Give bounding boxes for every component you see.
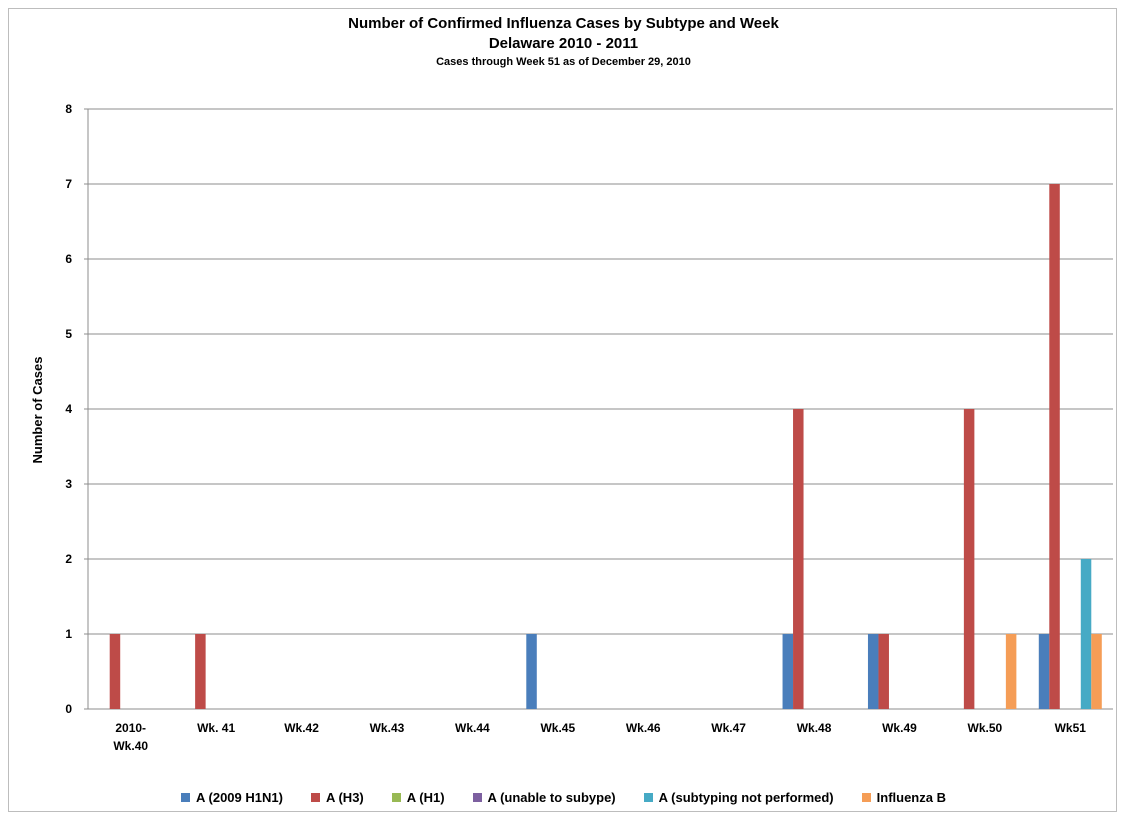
y-tick-label: 4 bbox=[65, 402, 72, 416]
bar bbox=[1005, 634, 1017, 709]
legend-swatch bbox=[391, 793, 401, 802]
legend-swatch bbox=[310, 793, 320, 802]
bar bbox=[109, 634, 121, 709]
x-tick-label: Wk.43 bbox=[370, 721, 405, 735]
legend-label: A (2009 H1N1) bbox=[196, 790, 283, 805]
y-tick-label: 0 bbox=[65, 702, 72, 716]
bar bbox=[195, 634, 206, 709]
legend-item: A (2009 H1N1) bbox=[181, 790, 283, 805]
legend-swatch bbox=[643, 793, 653, 802]
legend-item: Influenza B bbox=[861, 790, 946, 805]
y-tick-label: 1 bbox=[65, 627, 72, 641]
x-tick-label: Wk. 41 bbox=[197, 721, 235, 735]
bar bbox=[1080, 559, 1092, 709]
x-tick-label: Wk.49 bbox=[882, 721, 917, 735]
y-tick-label: 3 bbox=[65, 477, 72, 491]
bar bbox=[793, 409, 804, 709]
x-tick-label: Wk.48 bbox=[797, 721, 832, 735]
x-tick-label: Wk.40 bbox=[113, 739, 148, 753]
bar bbox=[1091, 634, 1102, 709]
legend-item: A (H3) bbox=[310, 790, 364, 805]
legend-label: A (subtyping not performed) bbox=[658, 790, 834, 805]
y-tick-label: 8 bbox=[65, 102, 72, 116]
x-tick-label: Wk.46 bbox=[626, 721, 661, 735]
legend-swatch bbox=[472, 793, 482, 802]
x-tick-label: Wk.44 bbox=[455, 721, 490, 735]
legend-swatch bbox=[861, 793, 871, 802]
legend-item: A (unable to subype) bbox=[472, 790, 616, 805]
x-tick-label: Wk.47 bbox=[711, 721, 746, 735]
bar bbox=[782, 634, 794, 709]
bar bbox=[878, 634, 889, 709]
x-tick-label: Wk.45 bbox=[540, 721, 575, 735]
chart-legend: A (2009 H1N1) A (H3) A (H1) A (unable to su… bbox=[0, 790, 1127, 805]
chart-frame bbox=[8, 8, 1117, 812]
bar bbox=[526, 634, 537, 709]
chart-title-block: Number of Confirmed Influenza Cases by S… bbox=[0, 14, 1127, 70]
bar bbox=[963, 409, 975, 709]
chart-subtitle: Delaware 2010 - 2011 bbox=[488, 35, 639, 52]
x-tick-label: 2010- bbox=[115, 721, 146, 735]
bar bbox=[1049, 184, 1060, 709]
chart-title: Number of Confirmed Influenza Cases by S… bbox=[348, 15, 779, 32]
bar bbox=[1038, 634, 1050, 709]
bar bbox=[867, 634, 879, 709]
y-tick-label: 2 bbox=[65, 552, 72, 566]
legend-label: A (H3) bbox=[325, 790, 364, 805]
x-tick-label: Wk.50 bbox=[968, 721, 1003, 735]
y-tick-label: 6 bbox=[65, 252, 72, 266]
chart-note: Cases through Week 51 as of December 29,… bbox=[436, 56, 691, 68]
y-tick-label: 5 bbox=[65, 327, 72, 341]
y-tick-label: 7 bbox=[65, 177, 72, 191]
legend-item: A (subtyping not performed) bbox=[643, 790, 834, 805]
legend-item: A (H1) bbox=[391, 790, 445, 805]
legend-label: A (H1) bbox=[406, 790, 445, 805]
legend-label: A (unable to subype) bbox=[487, 790, 616, 805]
legend-label: Influenza B bbox=[876, 790, 946, 805]
legend-swatch bbox=[181, 793, 190, 802]
x-tick-label: Wk.42 bbox=[284, 721, 319, 735]
x-tick-label: Wk51 bbox=[1055, 721, 1087, 735]
